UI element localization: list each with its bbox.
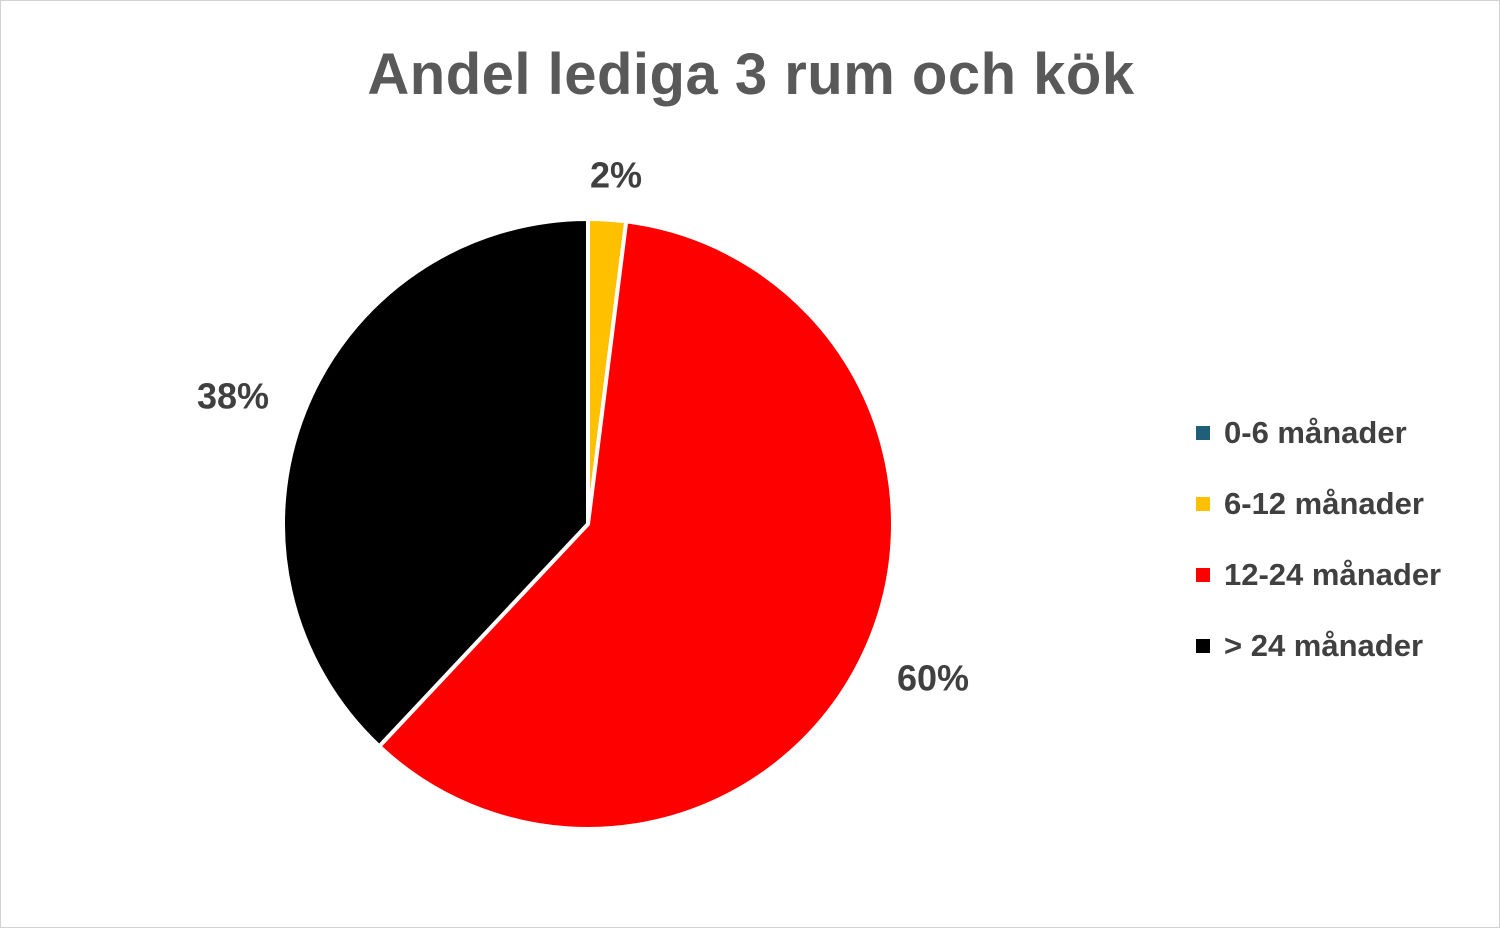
- legend-swatch: [1196, 567, 1210, 582]
- legend-item-3: 12-24 månader: [1196, 539, 1441, 610]
- data-label-3: 60%: [897, 658, 969, 699]
- legend-item-1: 0-6 månader: [1196, 397, 1441, 468]
- legend-label: > 24 månader: [1224, 627, 1424, 663]
- legend-swatch: [1196, 425, 1210, 440]
- pie-data-labels: 2% 60% 38%: [197, 155, 969, 699]
- pie-slice-3: [377, 219, 895, 831]
- legend-label: 12-24 månader: [1224, 556, 1442, 592]
- data-label-2: 2%: [590, 155, 642, 196]
- legend-label: 0-6 månader: [1224, 414, 1407, 450]
- data-label-4: 38%: [197, 376, 269, 417]
- legend-swatch: [1196, 638, 1210, 653]
- pie-slices: [281, 217, 895, 831]
- chart-title: Andel lediga 3 rum och kök: [367, 42, 1135, 107]
- pie-slice-4: [281, 217, 590, 749]
- legend: 0-6 månader 6-12 månader 12-24 månader > 24…: [1196, 397, 1441, 681]
- legend-item-4: > 24 månader: [1196, 610, 1441, 681]
- legend-item-2: 6-12 månader: [1196, 468, 1441, 539]
- legend-swatch: [1196, 496, 1210, 511]
- legend-label: 6-12 månader: [1224, 485, 1424, 521]
